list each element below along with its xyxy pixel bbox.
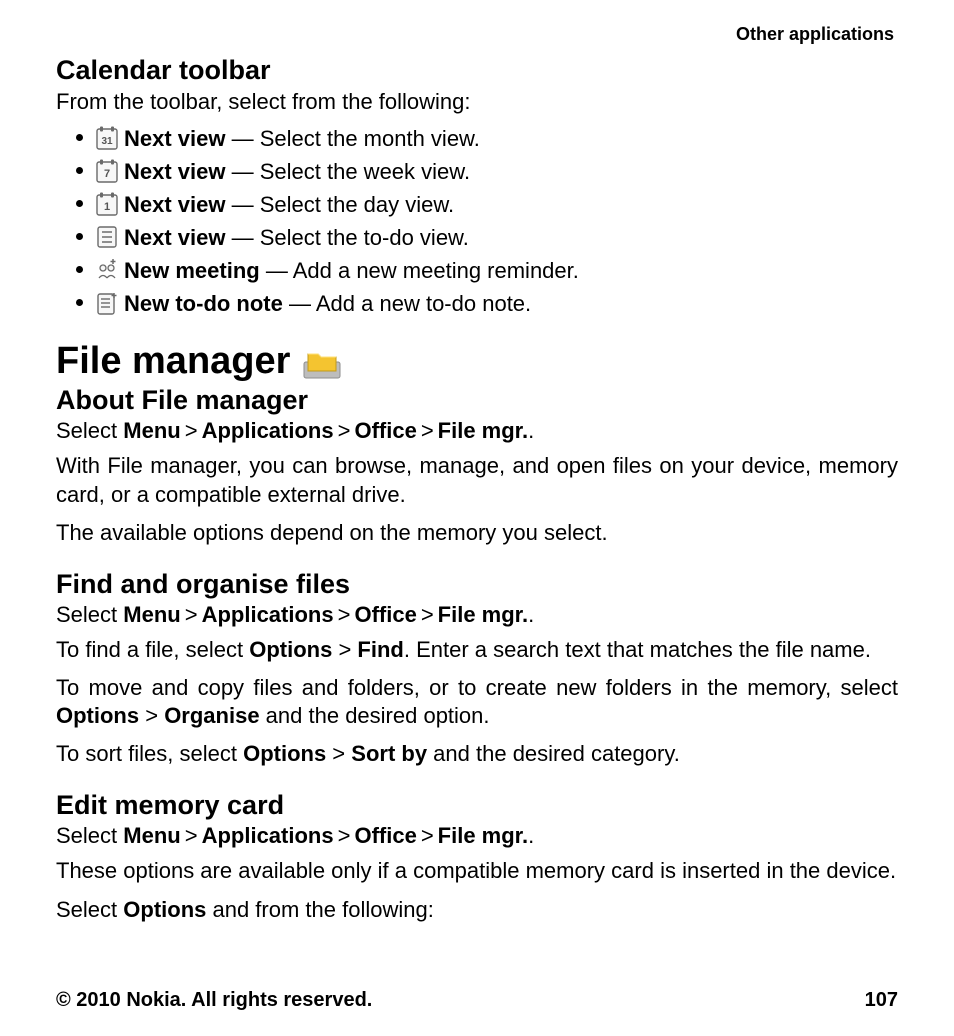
header-section-label: Other applications (56, 24, 898, 45)
find-organise-heading: Find and organise files (56, 569, 898, 600)
nav-step: Applications (202, 602, 334, 627)
item-label: New to-do note (124, 291, 283, 316)
file-manager-heading: File manager (56, 340, 898, 383)
find-paragraph-2: To move and copy files and folders, or t… (56, 674, 898, 730)
nav-sep: > (338, 602, 351, 627)
file-manager-title-text: File manager (56, 340, 290, 383)
item-label: Next view (124, 126, 226, 151)
item-desc: — Select the day view. (226, 192, 455, 217)
nav-period: . (528, 418, 534, 443)
item-label: Next view (124, 192, 226, 217)
nav-step: Office (354, 823, 416, 848)
edit-memory-heading: Edit memory card (56, 790, 898, 821)
item-desc: — Select the week view. (226, 159, 471, 184)
calendar-toolbar-list: 31 Next view — Select the month view. 7 … (56, 122, 898, 318)
list-item: 7 Next view — Select the week view. (96, 155, 898, 186)
nav-step: File mgr. (438, 602, 528, 627)
nav-path-find: Select Menu>Applications>Office>File mgr… (56, 602, 898, 628)
list-item: 1 Next view — Select the day view. (96, 188, 898, 219)
edit-paragraph-2: Select Options and from the following: (56, 896, 898, 924)
nav-step: Menu (123, 418, 180, 443)
nav-sep: > (185, 602, 198, 627)
item-desc: — Add a new to-do note. (283, 291, 531, 316)
calendar-toolbar-heading: Calendar toolbar (56, 55, 898, 86)
nav-step: Menu (123, 823, 180, 848)
nav-path-about: Select Menu>Applications>Office>File mgr… (56, 418, 898, 444)
todo-list-icon (96, 225, 118, 249)
nav-step: Office (354, 418, 416, 443)
nav-step: File mgr. (438, 823, 528, 848)
nav-sep: > (185, 823, 198, 848)
nav-period: . (528, 823, 534, 848)
svg-text:1: 1 (104, 201, 110, 213)
document-page: Other applications Calendar toolbar From… (0, 0, 954, 1036)
nav-period: . (528, 602, 534, 627)
nav-sep: > (421, 602, 434, 627)
nav-sep: > (338, 418, 351, 443)
svg-text:7: 7 (104, 168, 110, 180)
nav-prefix: Select (56, 823, 123, 848)
calendar-7-icon: 7 (96, 159, 118, 183)
svg-text:31: 31 (101, 136, 113, 147)
nav-sep: > (185, 418, 198, 443)
calendar-31-icon: 31 (96, 126, 118, 150)
nav-step: Menu (123, 602, 180, 627)
item-desc: — Add a new meeting reminder. (260, 258, 579, 283)
edit-paragraph-1: These options are available only if a co… (56, 857, 898, 885)
find-paragraph-1: To find a file, select Options > Find. E… (56, 636, 898, 664)
nav-sep: > (338, 823, 351, 848)
item-desc: — Select the month view. (226, 126, 480, 151)
list-item: 31 Next view — Select the month view. (96, 122, 898, 153)
nav-sep: > (421, 823, 434, 848)
about-paragraph-2: The available options depend on the memo… (56, 519, 898, 547)
nav-step: Applications (202, 823, 334, 848)
find-paragraph-3: To sort files, select Options > Sort by … (56, 740, 898, 768)
footer-page-number: 107 (865, 989, 898, 1012)
calendar-toolbar-intro: From the toolbar, select from the follow… (56, 88, 898, 116)
list-item: New meeting — Add a new meeting reminder… (96, 254, 898, 285)
list-item: New to-do note — Add a new to-do note. (96, 287, 898, 318)
folder-icon (302, 344, 342, 380)
new-note-icon (96, 292, 118, 316)
nav-path-edit: Select Menu>Applications>Office>File mgr… (56, 823, 898, 849)
calendar-1-icon: 1 (96, 192, 118, 216)
nav-step: File mgr. (438, 418, 528, 443)
nav-step: Office (354, 602, 416, 627)
footer-copyright: © 2010 Nokia. All rights reserved. (56, 989, 372, 1012)
item-label: Next view (124, 225, 226, 250)
item-desc: — Select the to-do view. (226, 225, 469, 250)
nav-step: Applications (202, 418, 334, 443)
about-file-manager-heading: About File manager (56, 385, 898, 416)
item-label: New meeting (124, 258, 260, 283)
nav-sep: > (421, 418, 434, 443)
nav-prefix: Select (56, 602, 123, 627)
list-item: Next view — Select the to-do view. (96, 221, 898, 252)
item-label: Next view (124, 159, 226, 184)
about-paragraph-1: With File manager, you can browse, manag… (56, 452, 898, 508)
meeting-icon (96, 258, 118, 282)
page-footer: © 2010 Nokia. All rights reserved. 107 (56, 989, 898, 1012)
nav-prefix: Select (56, 418, 123, 443)
